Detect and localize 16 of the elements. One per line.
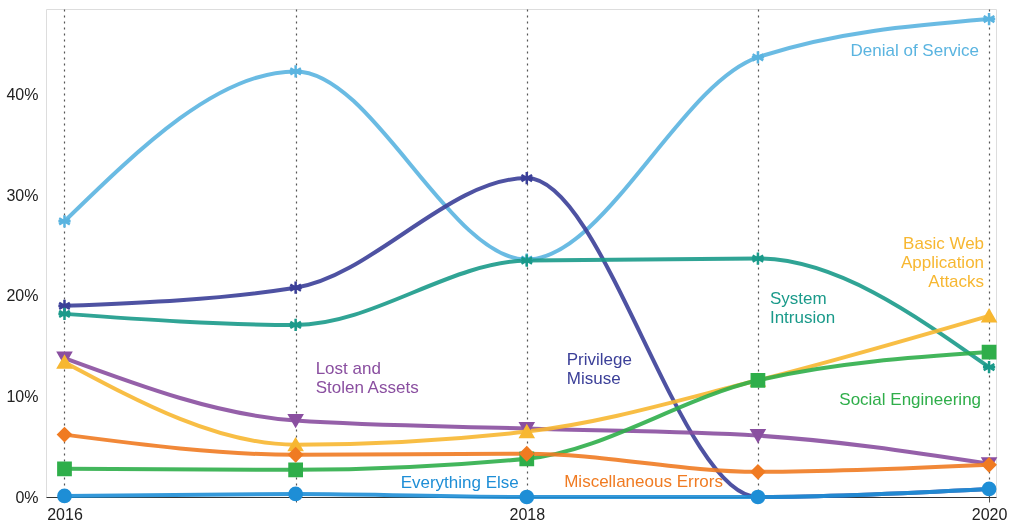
series-label: Denial of Service [850, 41, 980, 61]
y-tick-label: 30% [6, 186, 39, 204]
y-tick-label: 40% [6, 86, 39, 104]
y-tick-label: 0% [15, 488, 39, 506]
x-tick-label: 2020 [971, 505, 1008, 523]
series-label: Everything Else [400, 473, 519, 492]
series-label: Lost and Stolen Assets [315, 358, 419, 397]
x-tick-label: 2016 [47, 505, 83, 523]
series-label: Basic Web Application Attacks [900, 233, 985, 291]
series-label: Social Engineering [839, 390, 982, 410]
series-label: Privilege Misuse [566, 350, 632, 389]
x-tick-label: 2018 [509, 505, 546, 523]
series-label: Miscellaneous Errors [564, 471, 723, 491]
y-tick-label: 10% [6, 387, 39, 405]
series-label: System Intrusion [769, 288, 836, 327]
y-tick-label: 20% [6, 287, 39, 305]
